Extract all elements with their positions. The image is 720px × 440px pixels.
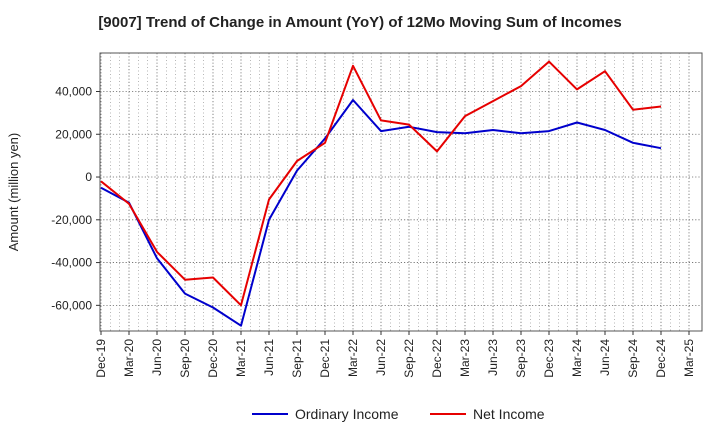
- plot-area: [99, 52, 703, 332]
- x-tick-label: Sep-20: [178, 339, 192, 378]
- x-tick-label: Jun-21: [262, 339, 276, 376]
- series-line-ordinary-income: [100, 99, 662, 327]
- x-tick-label: Dec-23: [542, 339, 556, 378]
- x-tick-label: Jun-24: [598, 339, 612, 376]
- x-tick-label: Mar-20: [122, 339, 136, 377]
- y-tick-label: 20,000: [55, 127, 92, 141]
- x-tick-label: Mar-23: [458, 339, 472, 377]
- y-tick-label: 0: [85, 170, 92, 184]
- x-tick-label: Dec-24: [654, 339, 668, 378]
- x-tick-label: Sep-23: [514, 339, 528, 378]
- x-tick-label: Dec-21: [318, 339, 332, 378]
- x-tick-label: Mar-21: [234, 339, 248, 377]
- x-tick-label: Dec-19: [94, 339, 108, 378]
- x-tick-label: Mar-22: [346, 339, 360, 377]
- y-tick-label: -40,000: [51, 256, 92, 270]
- legend-label: Ordinary Income: [295, 406, 399, 422]
- y-tick-label: -60,000: [51, 298, 92, 312]
- y-tick-label: 40,000: [55, 84, 92, 98]
- chart-title: [9007] Trend of Change in Amount (YoY) o…: [98, 14, 622, 31]
- x-tick-label: Dec-22: [430, 339, 444, 378]
- x-tick-label: Sep-21: [290, 339, 304, 378]
- y-tick-label: -20,000: [51, 213, 92, 227]
- x-tick-label: Jun-23: [486, 339, 500, 376]
- x-tick-label: Jun-20: [150, 339, 164, 376]
- x-tick-label: Dec-20: [206, 339, 220, 378]
- x-tick-label: Mar-24: [570, 339, 584, 377]
- x-tick-label: Sep-24: [626, 339, 640, 378]
- x-tick-label: Mar-25: [682, 339, 696, 377]
- x-tick-label: Sep-22: [402, 339, 416, 378]
- series-line-net-income: [100, 60, 662, 307]
- x-tick-label: Jun-22: [374, 339, 388, 376]
- y-axis-label: Amount (million yen): [6, 133, 21, 252]
- legend-label: Net Income: [473, 406, 545, 422]
